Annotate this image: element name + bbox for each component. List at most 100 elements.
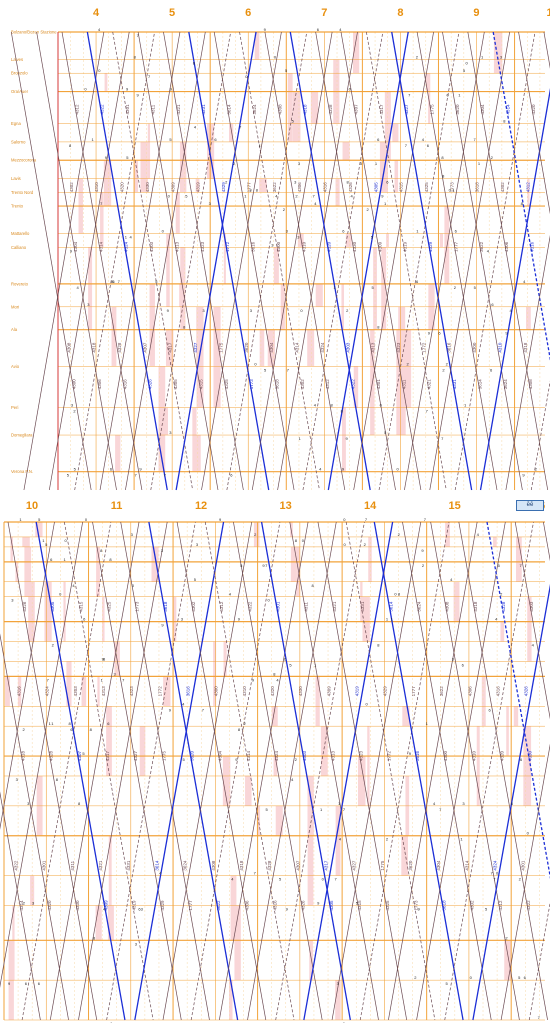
dwell-band [523,726,532,806]
train-number-label: 4317 [105,751,110,762]
minute-mark: 2 [414,975,417,980]
minute-mark: 3 [249,187,252,192]
dwell-band [506,706,509,757]
minute-mark: 6 [107,721,110,726]
minute-mark: 5 [182,757,185,762]
minute-mark: 5 [74,467,77,472]
train-number-label: 3616 [185,686,190,697]
station-label: Bolzano/Bozen Stazione [11,30,57,35]
train-number-label: 4329 [428,241,433,252]
minute-mark: 3 [250,308,253,313]
train-number-label: 4317 [168,342,173,353]
minute-mark: 0 [343,542,346,547]
minute-mark: 4 [433,801,436,806]
minute-mark: 9 [409,751,412,756]
train-path-southbound [315,31,396,491]
minute-mark: 3 [131,532,134,537]
dwell-band [345,233,352,248]
minute-mark: 6 [438,331,441,336]
minute-mark: 5 [463,68,466,73]
hour-label: 10 [546,7,550,19]
minute-mark: 9 [286,906,289,911]
train-path-northbound [275,521,365,1021]
dwell-band [493,536,497,547]
train-path-southbound [64,521,154,1021]
minute-mark: 1 [19,517,22,522]
minute-mark: 9 [421,548,424,553]
minute-mark: 1 [478,161,481,166]
zoom-button[interactable]: ēē [516,500,544,511]
minute-mark: 2 [364,542,367,547]
train-number-label: 4307 [77,751,82,762]
dwell-band [111,306,117,367]
dwell-band [307,329,315,367]
minute-mark: 8 [109,557,112,562]
train-number-label: 4304 [269,342,274,353]
minute-mark: 7 [343,807,346,812]
minute-mark: 4 [339,837,342,842]
train-path-southbound [391,31,473,491]
dwell-band [287,73,293,142]
dwell-band [149,283,155,367]
train-number-label: 4322 [14,860,19,871]
minute-mark: 8 [377,643,380,648]
minute-mark: 8 [312,583,315,588]
minute-mark: 6 [284,656,287,661]
minute-mark: 4 [532,643,535,648]
dwell-band [103,160,112,207]
train-number-label: 4309 [170,182,175,193]
minute-mark: 1 [51,721,54,726]
train-number-label: 1775 [161,751,166,762]
minute-mark: 0 [302,538,305,543]
minute-mark: 2 [454,285,457,290]
minute-mark: 6 [112,279,115,284]
train-path-southbound [148,521,239,1021]
train-path-southbound [317,521,408,1021]
train-path-southbound [0,633,69,1021]
station-label: Trento [11,204,24,209]
train-number-label: 4305 [173,379,178,390]
train-number-label: 1773 [413,900,418,911]
minute-mark: 8 [69,143,72,148]
station-label: Mezzocorona [11,158,37,163]
train-number-label: 1777 [188,900,193,911]
dwell-band [516,536,522,582]
minute-mark: 7 [118,279,121,284]
minute-mark: 0 [394,592,397,597]
minute-mark: 9 [381,193,384,198]
minute-mark: 4 [98,27,101,32]
minute-mark: 7 [365,517,368,522]
minute-mark: 3 [113,671,116,676]
minute-mark: 2 [22,727,25,732]
minute-mark: 2 [416,54,419,59]
minute-mark: 2 [519,877,522,882]
train-path-northbound [74,31,155,491]
minute-mark: 4 [477,532,480,537]
train-number-label: 4315 [357,900,362,911]
dwell-band [97,676,100,707]
train-path-southbound [492,31,550,362]
minute-mark: 1 [464,403,467,408]
train-number-label: 3614 [154,860,159,871]
train-number-label: 4320 [270,686,275,697]
top-timetable-panel: 45678910Bolzano/Bozen StazioneLaivesBron… [0,0,550,494]
minute-mark: 2 [295,757,298,762]
minute-mark: 4 [72,583,75,588]
train-path-southbound [366,31,447,491]
minute-mark: 7 [439,807,442,812]
minute-mark: 0 [168,193,171,198]
minute-mark: 7 [312,193,315,198]
minute-mark: 3 [196,542,199,547]
minute-mark: 0 [322,877,325,882]
minute-mark: 8 [341,409,344,414]
minute-mark: 7 [334,877,337,882]
train-path-northbound [378,31,460,491]
train-number-label: 4301 [125,104,130,115]
minute-mark: 5 [285,68,288,73]
hour-label: 9 [473,7,479,19]
train-number-label: 4320 [531,104,536,115]
train-number-label: 4313 [330,751,335,762]
dwell-band [5,676,10,707]
hour-label: 7 [321,7,327,19]
train-number-label: 4319 [132,900,137,911]
